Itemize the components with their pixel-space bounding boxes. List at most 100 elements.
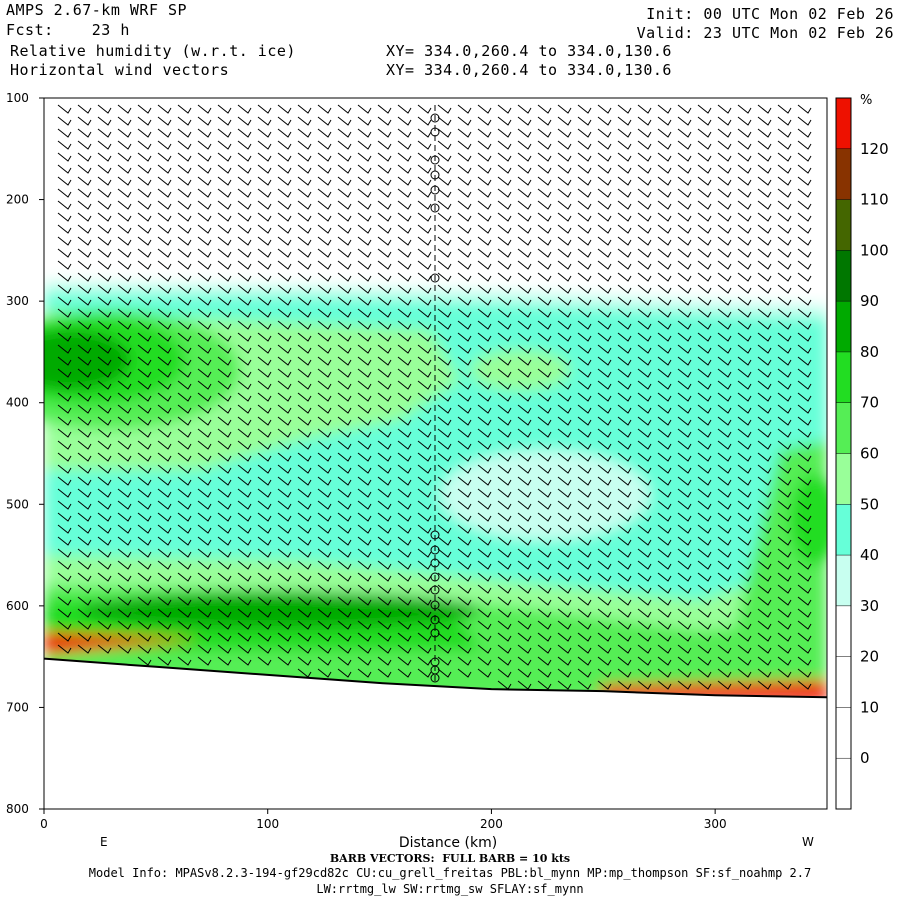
wind-barb [477, 452, 492, 462]
wind-barb [677, 668, 692, 678]
wind-barb [397, 548, 412, 558]
wind-barb [357, 236, 372, 246]
wind-barb [217, 536, 232, 546]
trajectory-marker [430, 545, 440, 555]
wind-barb [357, 464, 372, 474]
wind-barb [417, 332, 432, 342]
wind-barb [57, 476, 72, 486]
wind-barb [377, 128, 392, 138]
wind-barb [717, 356, 732, 366]
wind-barb [557, 128, 572, 138]
wind-barb [577, 548, 592, 558]
wind-barb [617, 296, 632, 306]
wind-barb [777, 464, 792, 474]
wind-barb [337, 284, 352, 294]
y-tick-label: 300 [6, 294, 29, 308]
wind-barb [217, 212, 232, 222]
wind-barb [497, 440, 512, 450]
wind-barb [77, 140, 92, 150]
wind-barb [777, 152, 792, 162]
wind-barb [237, 476, 252, 486]
wind-barb [297, 284, 312, 294]
wind-barb [237, 248, 252, 258]
wind-barb [637, 368, 652, 378]
wind-barb [477, 428, 492, 438]
wind-barb [557, 272, 572, 282]
wind-barb [337, 392, 352, 402]
wind-barb [737, 632, 752, 642]
wind-barb [677, 512, 692, 522]
wind-barb [277, 608, 292, 618]
wind-barb [357, 416, 372, 426]
wind-barb [277, 644, 292, 654]
wind-barb [257, 644, 272, 654]
wind-barb [657, 656, 672, 666]
wind-barb [257, 248, 272, 258]
wind-barb [457, 236, 472, 246]
wind-barb [417, 440, 432, 450]
wind-barb [277, 140, 292, 150]
wind-barb [737, 572, 752, 582]
wind-barb [717, 380, 732, 390]
wind-barb [657, 404, 672, 414]
wind-barb [117, 320, 132, 330]
wind-barb [77, 464, 92, 474]
wind-barb [377, 320, 392, 330]
wind-barb [457, 656, 472, 666]
wind-barb [497, 284, 512, 294]
wind-barb [217, 176, 232, 186]
trajectory-marker [430, 530, 440, 540]
wind-barb [277, 368, 292, 378]
wind-barb [497, 272, 512, 282]
wind-barb [537, 368, 552, 378]
wind-barb [117, 380, 132, 390]
wind-barb [517, 428, 532, 438]
wind-barb [537, 596, 552, 606]
wind-barb [137, 128, 152, 138]
wind-barb [537, 224, 552, 234]
wind-barb [377, 584, 392, 594]
wind-barb [477, 296, 492, 306]
wind-barb [417, 260, 432, 270]
wind-barb [397, 164, 412, 174]
wind-barb [437, 296, 452, 306]
wind-barb [657, 188, 672, 198]
wind-barb [297, 632, 312, 642]
wind-barb [237, 548, 252, 558]
wind-barb [517, 236, 532, 246]
wind-barb [397, 224, 412, 234]
wind-barb [317, 560, 332, 570]
wind-barb [77, 416, 92, 426]
wind-barb [357, 200, 372, 210]
wind-barb [717, 488, 732, 498]
y-tick-label: 400 [6, 396, 29, 410]
wind-barb [157, 596, 172, 606]
wind-barb [197, 368, 212, 378]
wind-barb [797, 428, 812, 438]
wind-barb [617, 224, 632, 234]
wind-barb [537, 116, 552, 126]
wind-barb [697, 392, 712, 402]
wind-barb [177, 332, 192, 342]
wind-barb [337, 464, 352, 474]
wind-barb [97, 464, 112, 474]
wind-barb [57, 260, 72, 270]
wind-barb [517, 224, 532, 234]
wind-barb [397, 440, 412, 450]
wind-barb [777, 260, 792, 270]
wind-barb [777, 596, 792, 606]
wind-barb [737, 308, 752, 318]
wind-barb [557, 284, 572, 294]
wind-barb [777, 584, 792, 594]
colorbar-level-label: 30 [860, 597, 879, 615]
wind-barb [337, 656, 352, 666]
wind-barb [217, 428, 232, 438]
wind-barb [157, 248, 172, 258]
wind-barb [577, 536, 592, 546]
wind-barb [637, 572, 652, 582]
wind-barb [297, 116, 312, 126]
wind-barb [317, 140, 332, 150]
wind-barb [357, 188, 372, 198]
wind-barb [137, 536, 152, 546]
